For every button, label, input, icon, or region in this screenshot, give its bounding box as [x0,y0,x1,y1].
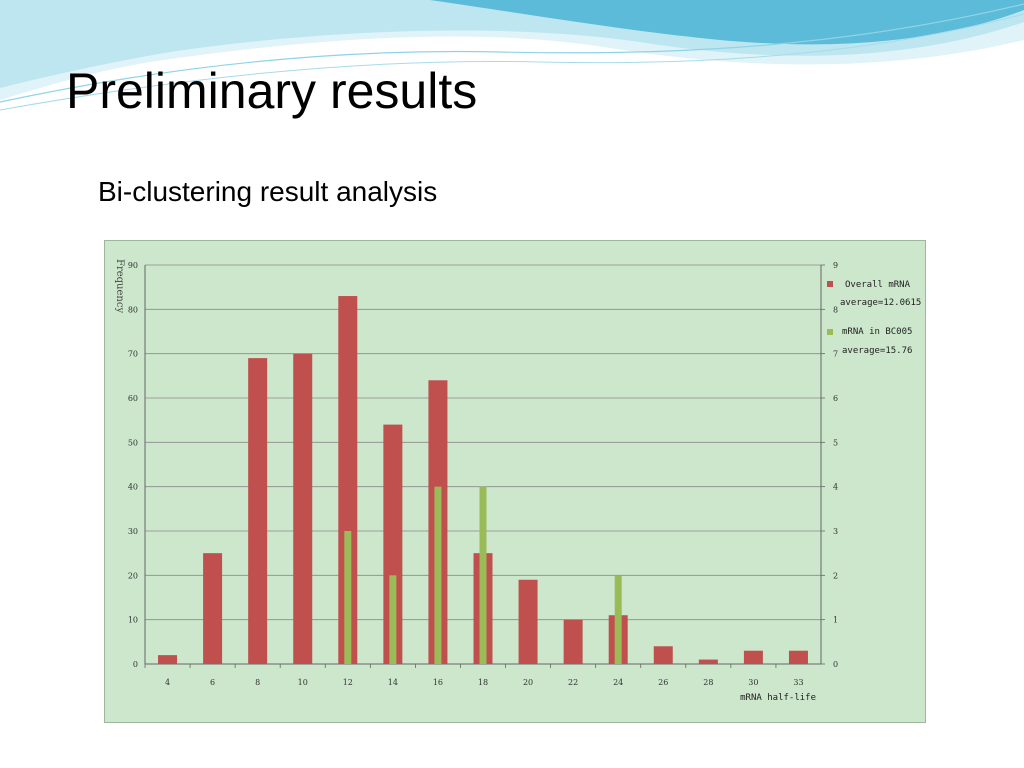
x-tick-label: 26 [658,678,668,687]
bar-mrna-bc005 [434,486,442,664]
x-tick-label: 10 [298,678,308,687]
y2-tick-label: 2 [833,571,838,580]
header-wave-decoration [0,0,1024,111]
bar-overall-mrna [743,650,763,664]
chart-panel: 0 10 20 30 40 50 60 70 80 90 0 1 2 3 4 5 6 7 8 9 4 6 8 10 12 14 16… [104,240,926,723]
legend-label-overall-mrna: Overall mRNA [845,280,911,290]
y2-tick-label: 5 [833,438,838,447]
x-tick-label: 4 [165,678,170,687]
y-tick-label: 90 [128,261,138,270]
x-tick-label: 14 [388,678,398,687]
bar-mrna-bc005 [479,486,487,664]
y2-tick-label: 6 [833,394,838,403]
x-tick-label: 33 [793,678,803,687]
x-tick-label: 24 [613,678,623,687]
slide-title: Preliminary results [66,63,478,119]
bar-overall-mrna [383,424,403,664]
y-tick-label: 70 [128,350,138,359]
legend-stat-mrna-bc005: average=15.76 [842,346,912,356]
legend-swatch-mrna-bc005 [827,329,833,335]
y-tick-label: 30 [128,527,138,536]
bar-overall-mrna [653,646,673,664]
bar-mrna-bc005 [389,575,397,664]
bar-overall-mrna [563,619,583,664]
slide-subtitle: Bi-clustering result analysis [98,176,438,207]
legend-swatch-overall-mrna [827,281,833,287]
y-tick-label: 0 [133,660,138,669]
y2-tick-label: 8 [833,305,838,314]
y2-tick-label: 7 [833,350,838,359]
y-tick-label: 40 [128,483,138,492]
legend-label-mrna-bc005: mRNA in BC005 [842,327,912,337]
y-tick-label: 80 [128,305,138,314]
x-tick-label: 16 [433,678,443,687]
x-tick-label: 28 [703,678,713,687]
x-tick-label: 8 [255,678,260,687]
x-tick-label: 30 [748,678,758,687]
bar-overall-mrna [788,650,808,664]
y2-tick-label: 9 [833,261,838,270]
bar-overall-mrna [698,659,718,664]
y-tick-label: 50 [128,438,138,447]
y-axis-label: Frequency [114,259,125,313]
bar-mrna-bc005 [344,531,352,664]
y2-tick-label: 1 [833,616,838,625]
y-tick-label: 20 [128,571,138,580]
bar-overall-mrna [293,353,313,664]
y2-tick-label: 0 [833,660,838,669]
y2-tick-label: 3 [833,527,838,536]
x-tick-label: 18 [478,678,488,687]
bar-mrna-bc005 [614,575,622,664]
bar-overall-mrna [158,655,178,664]
x-axis-label: mRNA half-life [740,693,816,703]
x-tick-label: 12 [343,678,353,687]
y-tick-label: 60 [128,394,138,403]
y-tick-label: 10 [128,616,138,625]
bar-overall-mrna [248,358,268,664]
y2-tick-label: 4 [833,483,838,492]
bar-overall-mrna [338,296,358,664]
bar-overall-mrna [203,553,223,664]
x-tick-label: 20 [523,678,533,687]
x-tick-label: 22 [568,678,578,687]
legend-stat-overall-mrna: average=12.0615 [840,298,921,308]
x-tick-label: 6 [210,678,215,687]
bar-overall-mrna [518,579,538,664]
